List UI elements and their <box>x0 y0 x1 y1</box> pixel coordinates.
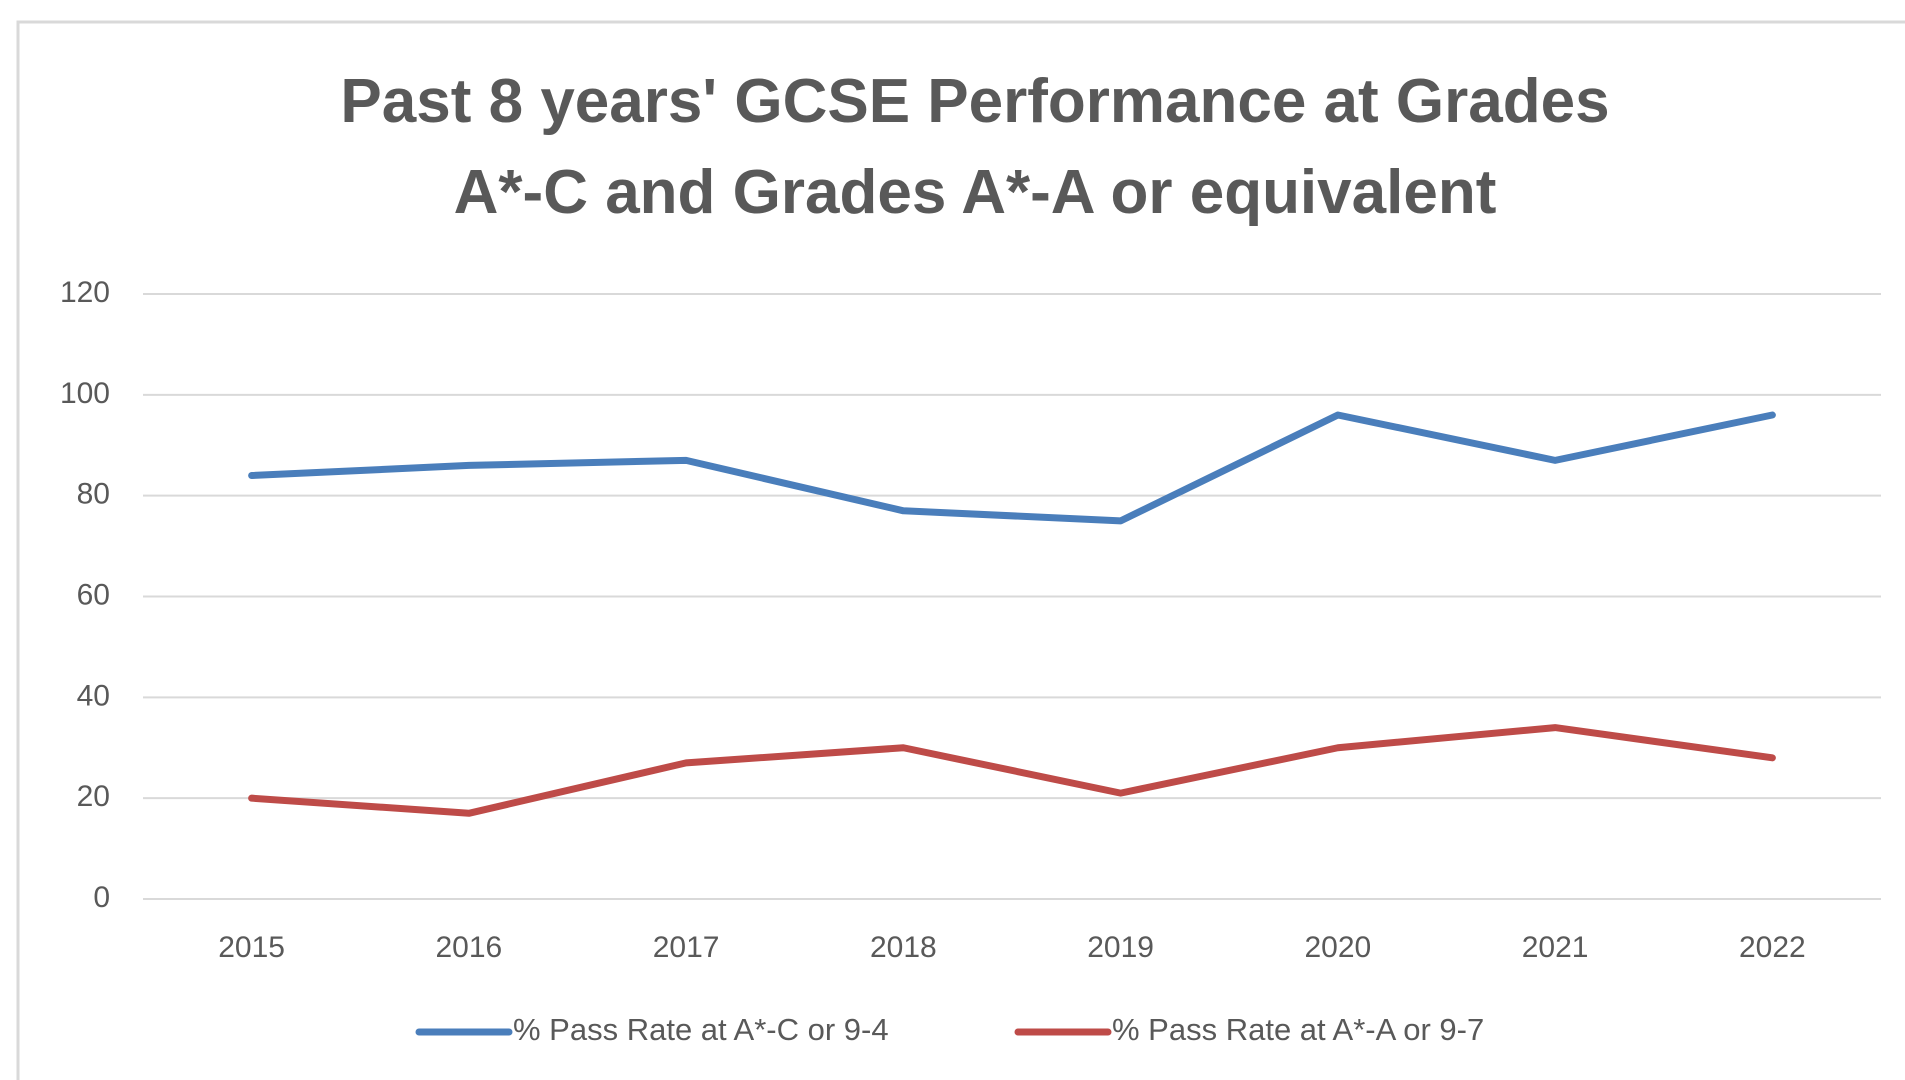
y-tick-label: 40 <box>77 679 110 712</box>
y-tick-label: 60 <box>77 578 110 611</box>
x-tick-label: 2019 <box>1087 931 1154 964</box>
y-tick-label: 80 <box>77 478 110 511</box>
x-tick-label: 2016 <box>436 931 503 964</box>
y-tick-label: 20 <box>77 780 110 813</box>
x-tick-label: 2015 <box>218 931 285 964</box>
x-tick-label: 2022 <box>1739 931 1806 964</box>
y-tick-label: 100 <box>60 377 110 410</box>
y-tick-label: 0 <box>93 881 110 914</box>
y-tick-label: 120 <box>60 276 110 309</box>
series-line <box>248 411 1776 525</box>
chart-border <box>16 20 1905 1080</box>
chart-title: A*-C and Grades A*-A or equivalent <box>454 158 1497 227</box>
chart-title: Past 8 years' GCSE Performance at Grades <box>340 67 1609 136</box>
series-line <box>248 724 1776 817</box>
legend-label: % Pass Rate at A*-A or 9-7 <box>1112 1012 1484 1047</box>
x-tick-label: 2018 <box>870 931 937 964</box>
x-tick-label: 2017 <box>653 931 720 964</box>
legend-label: % Pass Rate at A*-C or 9-4 <box>513 1012 889 1047</box>
x-tick-label: 2020 <box>1305 931 1372 964</box>
x-tick-label: 2021 <box>1522 931 1589 964</box>
